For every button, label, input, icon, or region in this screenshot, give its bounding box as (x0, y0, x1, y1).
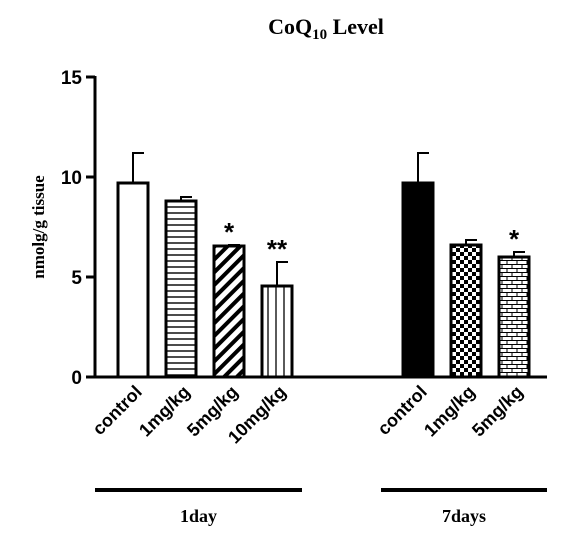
bar (401, 181, 435, 379)
bar (212, 244, 246, 379)
category-label: 5mg/kg (468, 382, 527, 441)
y-ticks: 0 5 10 15 (61, 68, 95, 389)
bars: *** * (116, 152, 531, 379)
group-label: 1day (180, 506, 217, 526)
bar (116, 181, 150, 379)
group-label: 7days (442, 506, 486, 526)
significance-marker: * (224, 217, 235, 247)
title-subscript: 10 (312, 27, 327, 43)
y-axis-label: nmolg/g tissue (29, 175, 48, 279)
bar (497, 255, 531, 379)
category-label: 1mg/kg (135, 382, 194, 441)
significance-marker: ** (267, 234, 288, 264)
category-label: control (374, 382, 431, 439)
bar (449, 243, 483, 379)
category-label: 1mg/kg (420, 382, 479, 441)
bar (260, 284, 294, 379)
title-main: CoQ (268, 14, 312, 39)
category-label: control (89, 382, 146, 439)
y-tick-label: 5 (71, 268, 82, 289)
significance-marker: * (509, 224, 520, 254)
y-tick-label: 0 (71, 368, 82, 389)
y-tick-label: 10 (61, 168, 82, 189)
group-markers: 1day 7days (95, 488, 547, 526)
bar (164, 199, 198, 379)
y-tick-label: 15 (61, 68, 83, 89)
title-rest: Level (327, 14, 384, 39)
chart-title: CoQ10 Level (268, 14, 384, 43)
